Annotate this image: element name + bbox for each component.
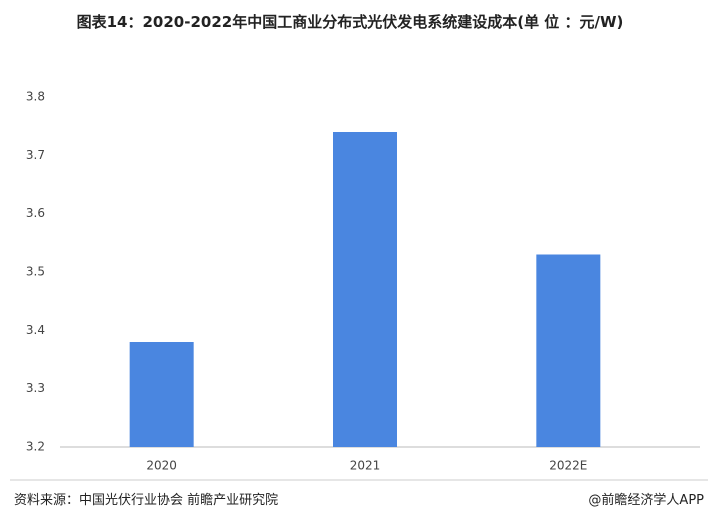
x-tick-label: 2022E [549, 459, 587, 473]
chart-title: 图表14：2020-2022年中国工商业分布式光伏发电系统建设成本(单 位 ：元… [76, 13, 624, 31]
y-tick-label: 3.4 [26, 323, 45, 337]
y-tick-label: 3.8 [26, 90, 45, 104]
y-tick-label: 3.5 [26, 265, 45, 279]
x-tick-label: 2021 [350, 459, 381, 473]
y-tick-label: 3.7 [26, 148, 45, 162]
y-tick-label: 3.3 [26, 381, 45, 395]
source: 资料来源：中国光伏行业协会 前瞻产业研究院 [14, 493, 279, 508]
credit: @前瞻经济学人APP [588, 493, 704, 508]
y-tick-label: 3.2 [26, 440, 45, 454]
x-tick-label: 2020 [146, 459, 177, 473]
bar [536, 254, 601, 447]
bar [333, 132, 397, 447]
bar [129, 342, 194, 447]
y-tick-label: 3.6 [26, 206, 45, 220]
